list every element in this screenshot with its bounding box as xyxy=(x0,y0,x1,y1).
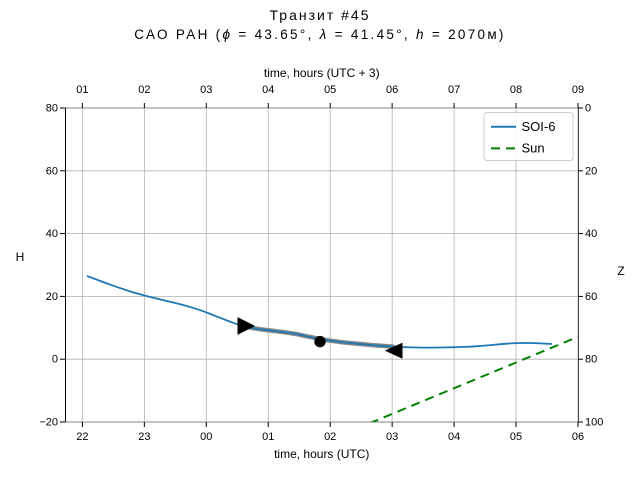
svg-text:20: 20 xyxy=(46,291,58,303)
svg-text:01: 01 xyxy=(76,84,88,96)
svg-text:0: 0 xyxy=(585,103,591,115)
svg-text:60: 60 xyxy=(46,165,58,177)
svg-text:05: 05 xyxy=(510,431,522,443)
svg-text:Sun: Sun xyxy=(522,141,545,156)
svg-text:08: 08 xyxy=(510,84,522,96)
svg-text:Транзит #45: Транзит #45 xyxy=(270,7,371,23)
svg-text:40: 40 xyxy=(46,228,58,240)
svg-text:06: 06 xyxy=(572,431,584,443)
svg-text:100: 100 xyxy=(585,417,603,429)
svg-text:04: 04 xyxy=(262,84,274,96)
svg-text:SOI-6: SOI-6 xyxy=(522,119,556,134)
svg-text:80: 80 xyxy=(585,354,597,366)
svg-text:03: 03 xyxy=(200,84,212,96)
svg-text:0: 0 xyxy=(52,354,58,366)
svg-text:time, hours (UTC + 3): time, hours (UTC + 3) xyxy=(264,66,380,80)
svg-text:00: 00 xyxy=(200,431,212,443)
svg-text:22: 22 xyxy=(76,431,88,443)
svg-text:09: 09 xyxy=(572,84,584,96)
svg-text:80: 80 xyxy=(46,103,58,115)
svg-text:time, hours (UTC): time, hours (UTC) xyxy=(274,447,369,461)
svg-text:05: 05 xyxy=(324,84,336,96)
svg-text:САО РАН (ϕ = 43.65°, λ = 41.45: САО РАН (ϕ = 43.65°, λ = 41.45°, h = 207… xyxy=(134,27,505,42)
svg-text:20: 20 xyxy=(585,165,597,177)
svg-text:40: 40 xyxy=(585,228,597,240)
svg-text:60: 60 xyxy=(585,291,597,303)
svg-text:−20: −20 xyxy=(39,417,58,429)
svg-text:06: 06 xyxy=(386,84,398,96)
svg-text:23: 23 xyxy=(138,431,150,443)
svg-text:01: 01 xyxy=(262,431,274,443)
svg-text:02: 02 xyxy=(138,84,150,96)
svg-text:03: 03 xyxy=(386,431,398,443)
svg-text:H: H xyxy=(16,250,25,264)
svg-text:02: 02 xyxy=(324,431,336,443)
svg-text:04: 04 xyxy=(448,431,460,443)
svg-text:Z: Z xyxy=(617,264,624,278)
svg-text:07: 07 xyxy=(448,84,460,96)
